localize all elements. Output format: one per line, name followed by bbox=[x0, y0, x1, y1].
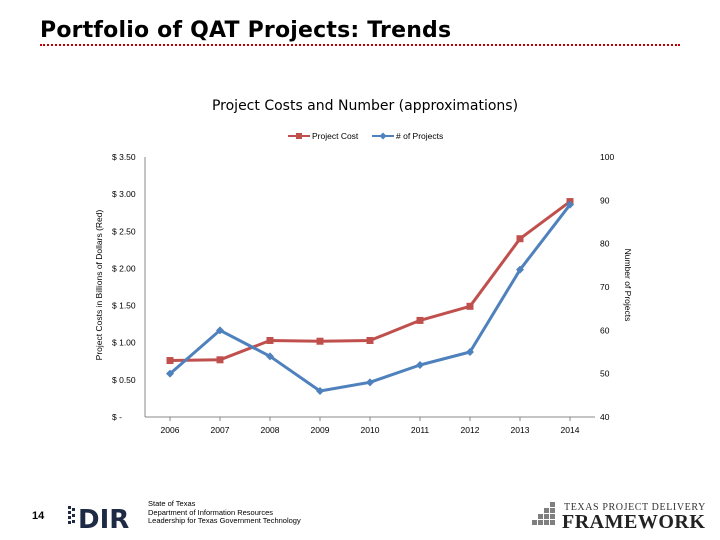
legend-cost-marker bbox=[296, 133, 302, 139]
legend-cost-label: Project Cost bbox=[312, 131, 359, 141]
series-line-projects bbox=[169, 203, 572, 393]
y-tick-label: $ 1.00 bbox=[112, 338, 136, 348]
projects-point bbox=[216, 326, 224, 335]
x-tick-label: 2008 bbox=[261, 425, 280, 435]
footer-line-1: State of Texas bbox=[148, 499, 196, 508]
y2-axis-label: Number of Projects bbox=[623, 249, 633, 322]
cost-point bbox=[416, 316, 424, 324]
page-number: 14 bbox=[32, 510, 45, 522]
footer-line-2: Department of Information Resources bbox=[148, 507, 274, 517]
y2-tick-label: 100 bbox=[600, 152, 614, 162]
y-tick-label: $ - bbox=[112, 412, 122, 422]
projects-point bbox=[566, 200, 574, 209]
cost-point bbox=[516, 235, 524, 243]
cost-point bbox=[266, 336, 274, 344]
cost-point bbox=[466, 302, 474, 310]
y-tick-label: $ 2.50 bbox=[112, 226, 136, 236]
y-tick-label: $ 1.50 bbox=[112, 301, 136, 311]
title-divider bbox=[40, 44, 680, 46]
y-tick-label: $ 3.50 bbox=[112, 152, 136, 162]
x-tick-label: 2013 bbox=[511, 425, 530, 435]
slide-title: Portfolio of QAT Projects: Trends bbox=[40, 18, 452, 43]
cost-point bbox=[366, 336, 374, 344]
projects-point bbox=[466, 348, 474, 356]
x-tick-label: 2007 bbox=[211, 425, 230, 435]
projects-point bbox=[366, 378, 374, 387]
x-tick-label: 2014 bbox=[561, 425, 580, 435]
x-tick-label: 2009 bbox=[311, 425, 330, 435]
y2-tick-labels: 40 50 60 70 80 90 100 bbox=[600, 152, 614, 422]
dir-logo: DIR bbox=[68, 505, 129, 534]
cost-point bbox=[166, 357, 174, 365]
y-tick-label: $ 2.00 bbox=[112, 263, 136, 273]
dir-logo-text: DIR bbox=[78, 505, 129, 534]
series-layer bbox=[166, 198, 574, 395]
y2-tick-label: 40 bbox=[600, 412, 610, 422]
projects-point bbox=[266, 352, 274, 361]
x-tick-labels: 2006 2007 2008 2009 2010 2011 2012 2013 2014 bbox=[161, 417, 580, 435]
footer-text: State of Texas Department of Information… bbox=[148, 499, 301, 526]
y-axis-label: Project Costs in Billions of Dollars (Re… bbox=[94, 209, 104, 360]
line-chart: Project Costs and Number (approximations… bbox=[94, 98, 633, 435]
projects-point bbox=[166, 369, 174, 378]
y2-tick-label: 50 bbox=[600, 369, 610, 379]
cost-point bbox=[216, 356, 224, 364]
cost-point bbox=[316, 337, 324, 345]
y2-tick-label: 90 bbox=[600, 195, 610, 205]
footer-line-3: Leadership for Texas Government Technolo… bbox=[148, 516, 301, 525]
chart-title: Project Costs and Number (approximations… bbox=[212, 98, 518, 114]
y2-tick-label: 70 bbox=[600, 282, 610, 292]
x-tick-label: 2010 bbox=[361, 425, 380, 435]
tpd-logo: TEXAS PROJECT DELIVERY FRAMEWORK bbox=[528, 500, 705, 533]
legend-projects-marker bbox=[379, 132, 387, 140]
x-tick-label: 2012 bbox=[461, 425, 480, 435]
legend-projects-label: # of Projects bbox=[396, 131, 443, 141]
y-tick-label: $ 3.00 bbox=[112, 189, 136, 199]
y2-tick-label: 60 bbox=[600, 325, 610, 335]
y-tick-label: $ 0.50 bbox=[112, 375, 136, 385]
projects-point bbox=[416, 361, 424, 369]
tpd-logo-mark bbox=[532, 502, 555, 525]
tpd-logo-top: TEXAS PROJECT DELIVERY bbox=[564, 502, 706, 513]
x-tick-label: 2006 bbox=[161, 425, 180, 435]
legend: Project Cost # of Projects bbox=[288, 131, 443, 141]
x-tick-label: 2011 bbox=[411, 425, 430, 435]
y2-tick-label: 80 bbox=[600, 239, 610, 249]
projects-point bbox=[516, 265, 524, 274]
tpd-logo-bottom: FRAMEWORK bbox=[562, 511, 706, 533]
projects-point bbox=[316, 387, 324, 395]
y-tick-labels: $ - $ 0.50 $ 1.00 $ 1.50 $ 2.00 $ 2.50 $ 3.00 $… bbox=[112, 152, 136, 422]
